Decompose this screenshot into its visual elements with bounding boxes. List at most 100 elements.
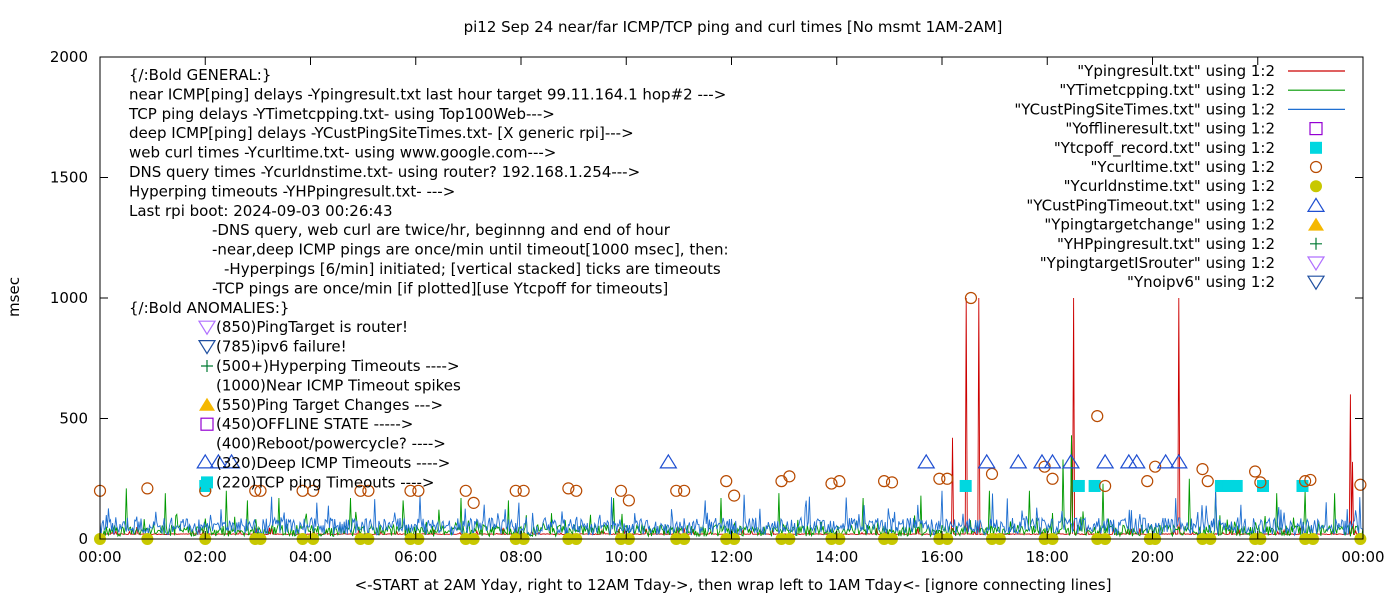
annotation-line: (220)TCP ping Timeouts ----> — [216, 473, 434, 491]
legend-label: "YCustPingTimeout.txt" using 1:2 — [1026, 196, 1275, 214]
data-point — [404, 484, 417, 497]
data-point — [985, 467, 999, 481]
data-point — [459, 484, 472, 497]
annotation-block: {/:Bold GENERAL:}near ICMP[ping] delays … — [128, 66, 729, 491]
data-point — [964, 291, 978, 305]
legend-label: "Ynoipv6" using 1:2 — [1127, 273, 1275, 291]
data-point — [1061, 453, 1081, 469]
data-point — [670, 484, 683, 497]
annotation-line: near ICMP[ping] delays -Ypingresult.txt … — [129, 85, 726, 103]
data-point — [833, 475, 846, 488]
series-2 — [99, 490, 1364, 537]
x-tick-label: 20:00 — [1131, 548, 1174, 566]
data-point — [622, 494, 635, 507]
data-point — [959, 479, 972, 492]
data-point — [412, 484, 425, 497]
data-point — [1201, 475, 1214, 488]
data-point — [509, 484, 522, 497]
y-tick-label: 1000 — [50, 289, 88, 307]
data-point — [196, 453, 215, 469]
legend-swatch — [1310, 141, 1322, 154]
data-point — [728, 489, 741, 502]
annotation-line: (1000)Near ICMP Timeout spikes — [216, 376, 461, 394]
anomaly-marker — [199, 397, 215, 411]
data-point — [1257, 479, 1270, 492]
annotation-line: (550)Ping Target Changes ---> — [216, 396, 443, 414]
anomaly-marker — [197, 340, 217, 355]
data-point — [141, 482, 154, 495]
legend-label: "Ycurltime.txt" using 1:2 — [1090, 158, 1275, 176]
data-point — [917, 453, 936, 469]
chart-title: pi12 Sep 24 near/far ICMP/TCP ping and c… — [464, 18, 1003, 36]
y-axis-label: msec — [5, 277, 23, 317]
data-point — [614, 484, 628, 497]
x-tick-label: 14:00 — [815, 548, 858, 566]
data-point — [1091, 409, 1104, 423]
data-point — [362, 484, 375, 497]
legend-label: "Ypingresult.txt" using 1:2 — [1077, 62, 1275, 80]
data-point — [1043, 453, 1062, 469]
y-tick-label: 1500 — [50, 169, 88, 187]
data-point — [1072, 479, 1085, 492]
series-line — [99, 490, 1364, 537]
data-point — [517, 484, 530, 497]
annotation-line: (850)PingTarget is router! — [216, 318, 408, 336]
series-6 — [196, 453, 1188, 469]
data-point — [825, 477, 838, 490]
x-tick-label: 00:00 — [1341, 548, 1384, 566]
data-point — [1249, 465, 1262, 478]
x-tick-label: 10:00 — [605, 548, 648, 566]
data-point — [775, 475, 788, 488]
data-point — [878, 475, 891, 488]
data-point — [941, 472, 954, 485]
data-point — [1088, 479, 1101, 492]
data-point — [1127, 453, 1146, 469]
legend-swatch — [1310, 237, 1322, 250]
x-tick-label: 02:00 — [184, 548, 227, 566]
y-tick-label: 500 — [59, 410, 88, 428]
x-tick-label: 16:00 — [920, 548, 963, 566]
legend-swatch — [1309, 121, 1323, 136]
data-point — [977, 453, 996, 469]
data-point — [1099, 479, 1112, 493]
legend-swatch — [1306, 256, 1326, 272]
legend-swatch — [1306, 197, 1326, 212]
annotation-line: (450)OFFLINE STATE -----> — [216, 415, 413, 433]
data-point — [570, 484, 583, 497]
x-tick-label: 18:00 — [1026, 548, 1069, 566]
data-point — [933, 472, 946, 485]
annotation-line: DNS query times -Ycurldnstime.txt- using… — [129, 163, 640, 181]
y-tick-label: 0 — [78, 530, 88, 548]
legend-label: "YTimetcpping.txt" using 1:2 — [1059, 81, 1275, 99]
data-point — [1038, 460, 1051, 473]
annotation-line: -near,deep ICMP pings are once/min until… — [212, 241, 729, 259]
data-point — [1230, 479, 1243, 492]
annotation-line: (320)Deep ICMP Timeouts ----> — [216, 454, 450, 472]
data-point — [354, 484, 367, 497]
x-tick-label: 06:00 — [394, 548, 437, 566]
legend-swatch — [1308, 217, 1324, 231]
x-tick-label: 04:00 — [289, 548, 332, 566]
data-point — [885, 476, 899, 489]
annotation-line: (785)ipv6 failure! — [216, 338, 347, 356]
legend-swatch — [1306, 275, 1326, 291]
x-tick-label: 22:00 — [1236, 548, 1279, 566]
data-point — [1032, 453, 1052, 469]
annotation-line: {/:Bold GENERAL:} — [129, 66, 271, 84]
data-point — [1254, 476, 1267, 489]
data-point — [1196, 463, 1209, 476]
annotation-line: -TCP pings are once/min [if plotted][use… — [212, 279, 668, 297]
data-point — [254, 484, 267, 497]
x-tick-label: 12:00 — [710, 548, 753, 566]
anomaly-marker — [201, 476, 213, 489]
data-point — [1119, 453, 1138, 469]
annotation-line: -DNS query, web curl are twice/hr, begin… — [212, 221, 671, 239]
data-point — [1009, 453, 1028, 469]
data-point — [1304, 473, 1317, 487]
anomaly-marker — [197, 320, 217, 336]
legend-label: "YHPpingresult.txt" using 1:2 — [1057, 235, 1275, 253]
annotation-line: TCP ping delays -YTimetcpping.txt- using… — [128, 105, 555, 123]
anomaly-marker — [200, 417, 214, 431]
data-point — [222, 453, 241, 469]
